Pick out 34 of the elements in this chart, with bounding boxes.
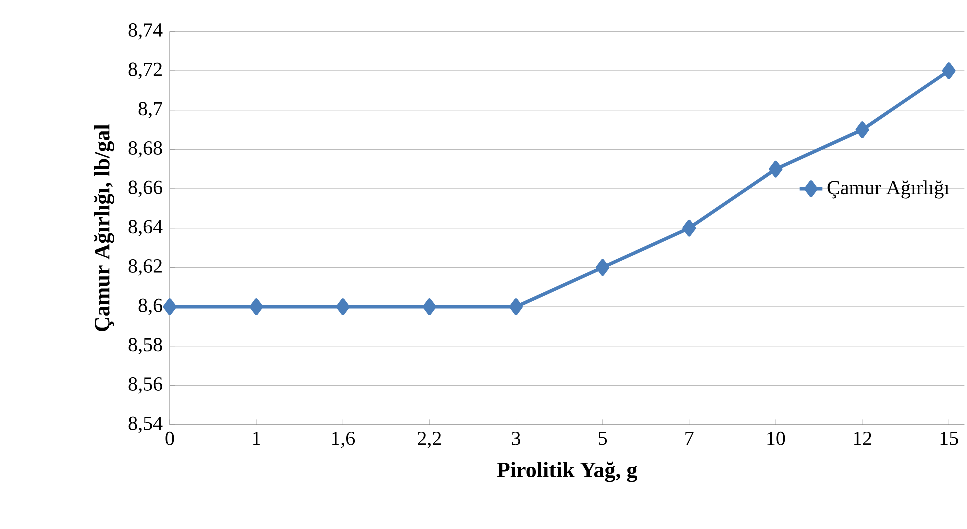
- legend-label: Çamur Ağırlığı: [828, 180, 950, 199]
- y-tick-label: 8,6: [138, 298, 162, 316]
- y-tick-label: 8,58: [128, 338, 162, 355]
- point: [422, 298, 436, 316]
- y-tick-label: 8,66: [128, 180, 162, 198]
- x-tick-label: 15: [940, 432, 958, 446]
- x-tick-label: 10: [768, 432, 786, 446]
- point: [510, 298, 523, 316]
- y-tick-label: 8,54: [128, 416, 163, 434]
- y-tick-label: 8,72: [128, 62, 162, 80]
- x-tick-label: 5: [599, 432, 608, 446]
- point: [942, 62, 956, 80]
- point: [250, 298, 264, 316]
- point: [596, 259, 610, 276]
- y-tick-label: 8,7: [138, 102, 162, 119]
- x-tick-label: 12: [854, 432, 872, 446]
- y-tick-label: 8,62: [128, 259, 162, 276]
- y-tick-label: 8,56: [128, 377, 162, 394]
- point: [163, 298, 177, 316]
- x-tick-label: 2,2: [418, 432, 442, 448]
- point: [769, 160, 783, 178]
- point: [856, 122, 870, 138]
- x-axis-title: Pirolitik Yağ, g: [497, 462, 638, 482]
- x-tick-label: 3: [512, 432, 520, 446]
- x-tick-label: 1: [253, 432, 260, 446]
- x-tick-label: 7: [686, 432, 694, 446]
- y-tick-label: 8,68: [128, 141, 162, 158]
- y-tick-label: 8,64: [128, 220, 163, 237]
- point: [682, 220, 696, 237]
- y-axis-title: Çamur Ağırlığı, lb/gal: [94, 124, 114, 332]
- x-tick-label: 1,6: [332, 432, 356, 448]
- point: [336, 298, 350, 316]
- x-tick-label: 0: [166, 432, 174, 446]
- y-tick-label: 8,74: [128, 23, 163, 40]
